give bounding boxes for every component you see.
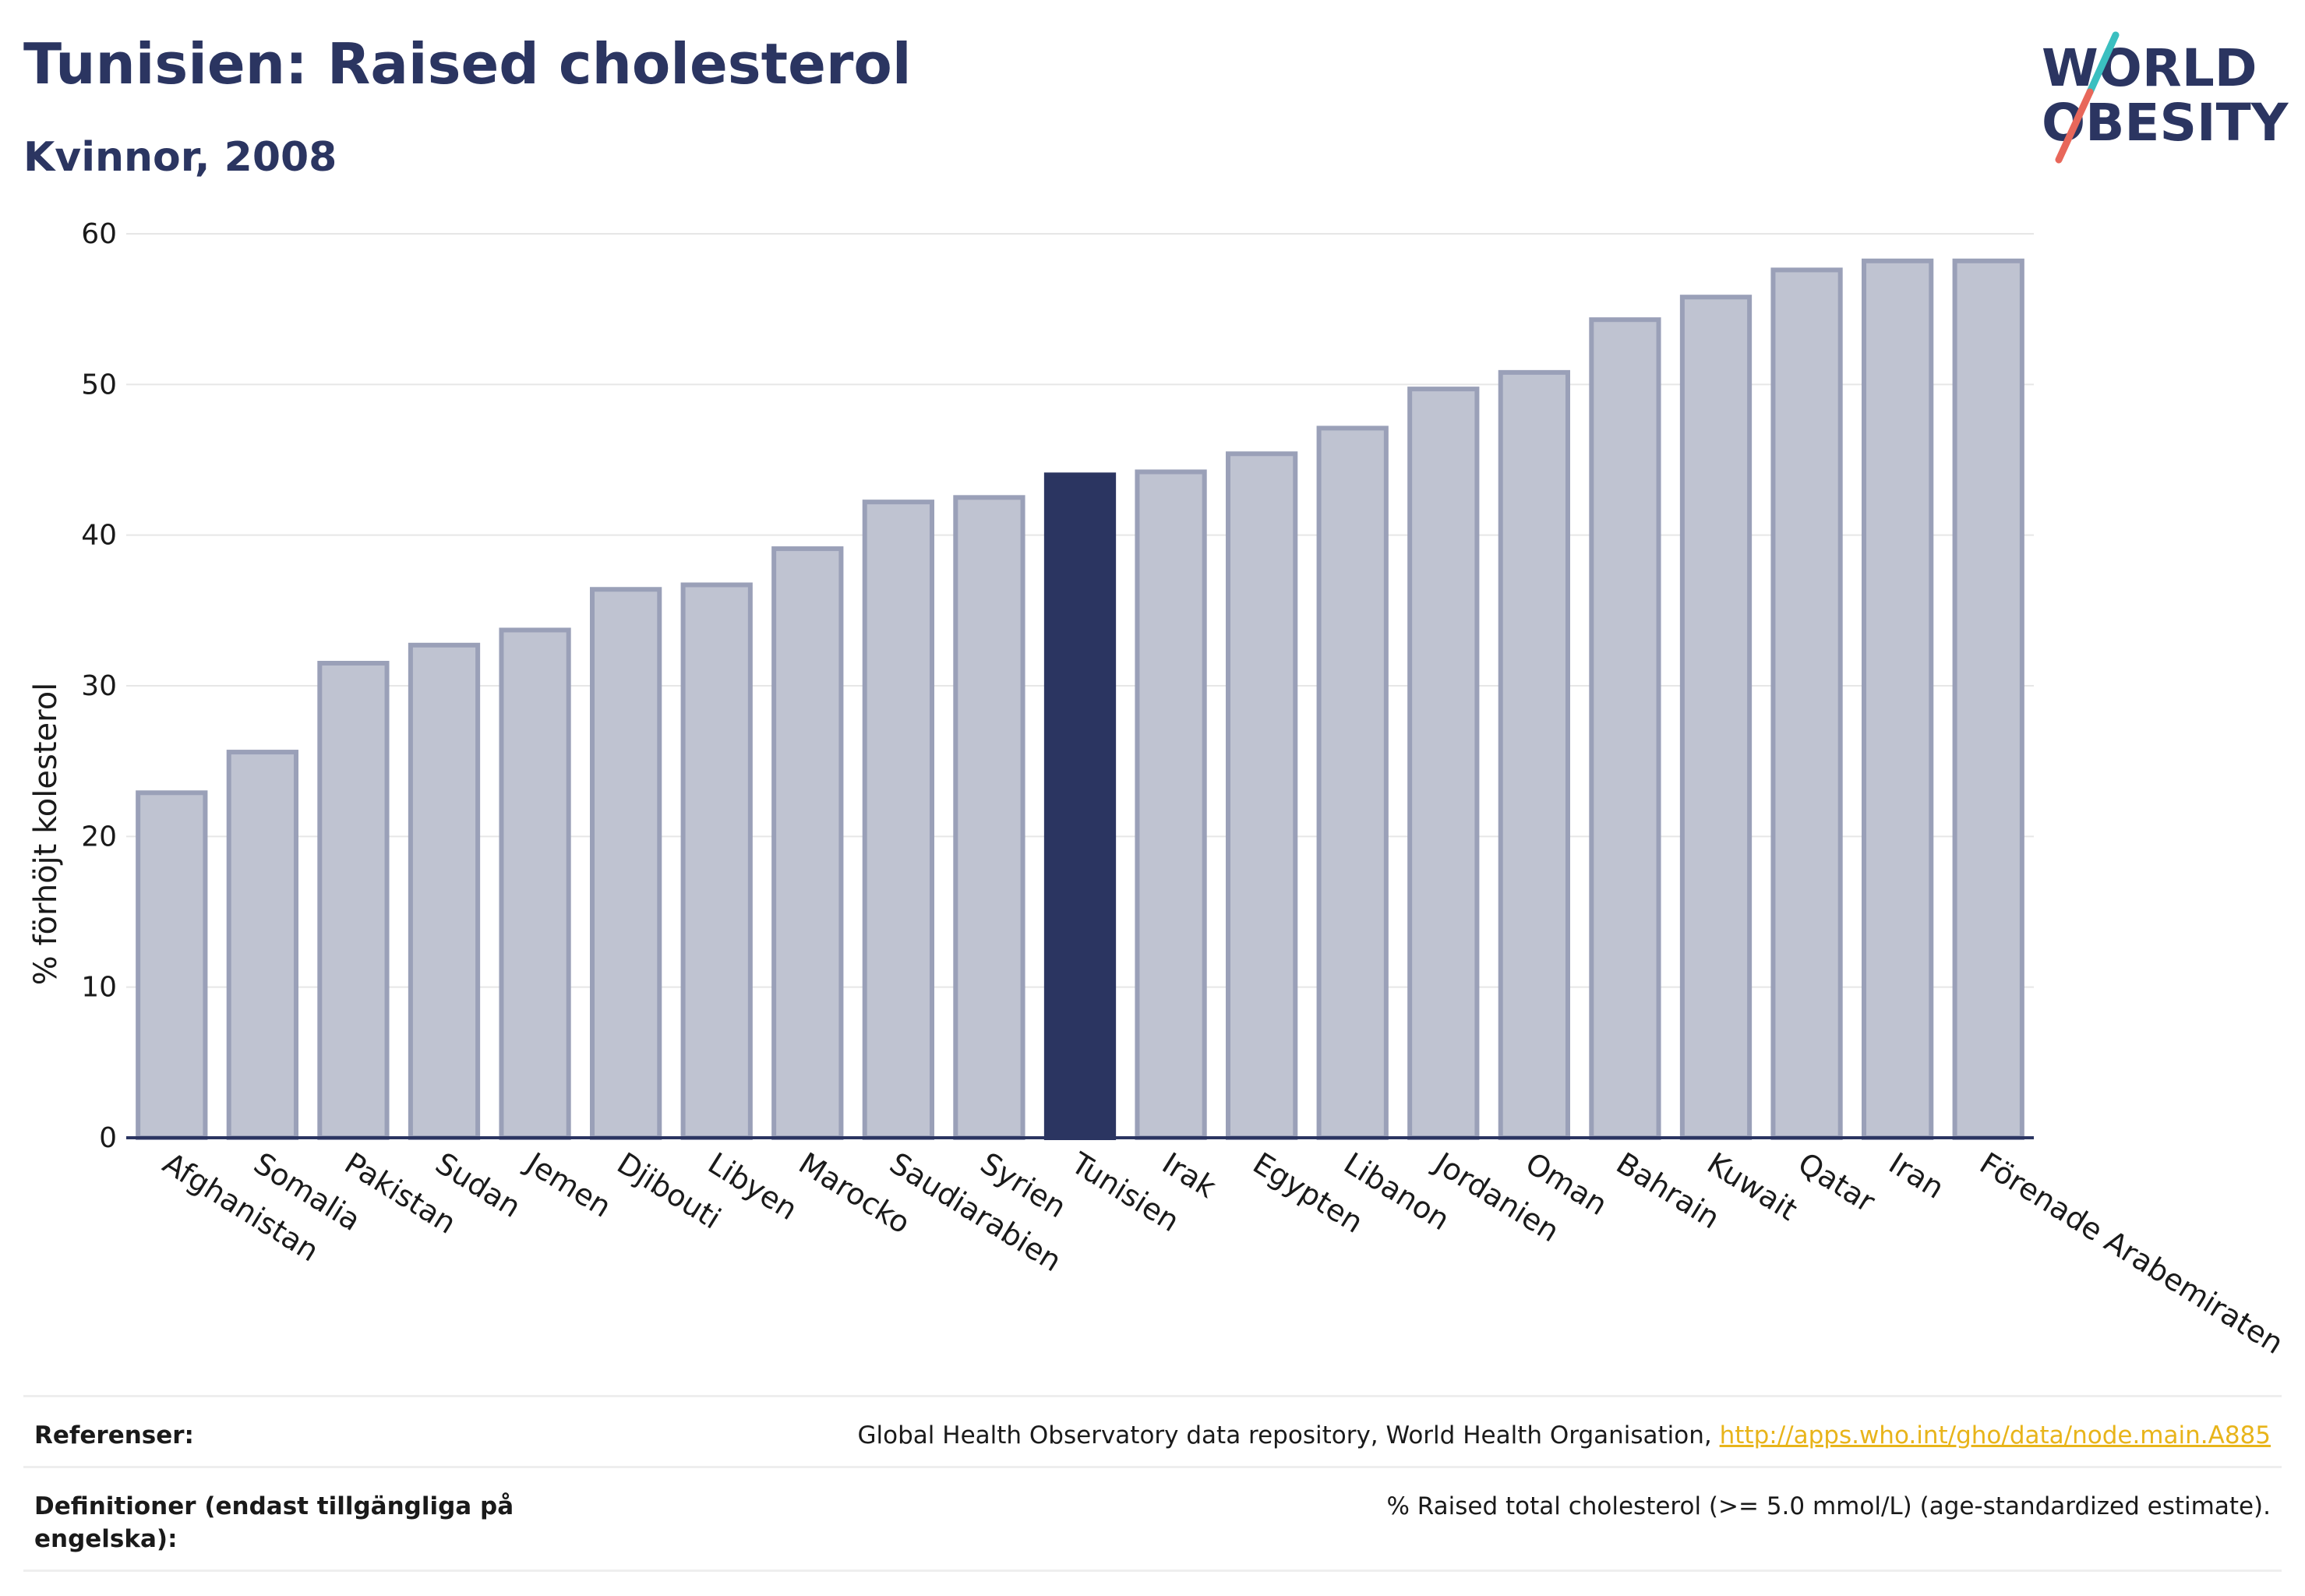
bar-somalia <box>226 750 298 1140</box>
definitions-label: Definitioner (endast tillgängliga på eng… <box>34 1492 514 1553</box>
x-tick-label: Förenade Arabemiraten <box>1974 1146 2289 1361</box>
y-tick-label: 50 <box>81 369 117 401</box>
chart-title: Tunisien: Raised cholesterol <box>23 31 912 97</box>
y-tick-label: 40 <box>81 520 117 552</box>
world-obesity-logo: WORLD OBESITY <box>2042 31 2289 164</box>
x-tick-label: Djibouti <box>611 1146 726 1235</box>
y-tick-label: 10 <box>81 972 117 1004</box>
definitions-row: Definitioner (endast tillgängliga på eng… <box>23 1466 2282 1572</box>
y-tick-label: 20 <box>81 821 117 853</box>
bar-oman <box>1498 369 1570 1141</box>
bar-egypten <box>1226 451 1298 1140</box>
references-label: Referenser: <box>34 1421 194 1449</box>
bar-djibouti <box>590 587 662 1140</box>
bar-libanon <box>1316 425 1389 1140</box>
y-tick-label: 30 <box>81 670 117 702</box>
bar-libyen <box>680 582 753 1140</box>
bar-jordanien <box>1407 387 1480 1140</box>
bar-kuwait <box>1679 295 1753 1141</box>
bar-afghanistan <box>136 790 208 1140</box>
definitions-value: % Raised total cholesterol (>= 5.0 mmol/… <box>1386 1492 2271 1520</box>
references-row: Referenser: Global Health Observatory da… <box>23 1395 2282 1466</box>
logo-slash-teal <box>2086 31 2120 96</box>
y-tick-label: 0 <box>99 1122 117 1154</box>
bar-sudan <box>408 642 481 1140</box>
bars <box>126 258 2034 1141</box>
bar-saudiarabien <box>862 500 934 1140</box>
references-value: Global Health Observatory data repositor… <box>858 1419 2271 1452</box>
bar-irak <box>1135 469 1207 1140</box>
x-tick-label: Iran <box>1883 1146 1950 1206</box>
footer-table: Referenser: Global Health Observatory da… <box>23 1395 2282 1572</box>
x-tick-label: Jemen <box>519 1145 617 1223</box>
bar-syrien <box>953 495 1025 1141</box>
bar-jemen <box>499 627 571 1140</box>
bar-chart: 0 10 20 30 40 50 60 AfghanistanSomaliaPakistan… <box>28 218 2289 1361</box>
bar-pakistan <box>317 661 390 1140</box>
bar-iran <box>1862 258 1934 1140</box>
bar-förenade-arabemiraten <box>1952 258 2024 1140</box>
bar-qatar <box>1770 267 1843 1140</box>
bar-tunisien <box>1043 472 1117 1141</box>
y-tick-label: 60 <box>81 218 117 250</box>
bar-bahrain <box>1589 317 1661 1141</box>
references-text: Global Health Observatory data repositor… <box>857 1421 1720 1449</box>
x-tick-label: Bahrain <box>1611 1146 1726 1235</box>
x-tick-label: Qatar <box>1792 1146 1881 1219</box>
references-link[interactable]: http://apps.who.int/gho/data/node.main.A… <box>1719 1421 2271 1449</box>
bar-marocko <box>771 546 844 1141</box>
chart-subtitle: Kvinnor, 2008 <box>23 134 337 181</box>
y-axis-ticks: 0 10 20 30 40 50 60 <box>81 218 117 1154</box>
logo-line-1: WORLD <box>2042 38 2257 98</box>
y-axis-label: % förhöjt kolesterol <box>28 683 64 986</box>
x-axis-ticks: AfghanistanSomaliaPakistanSudanJemenDjib… <box>157 1145 2289 1361</box>
logo-slash-coral <box>2055 88 2094 164</box>
x-tick-label: Irak <box>1156 1146 1222 1205</box>
